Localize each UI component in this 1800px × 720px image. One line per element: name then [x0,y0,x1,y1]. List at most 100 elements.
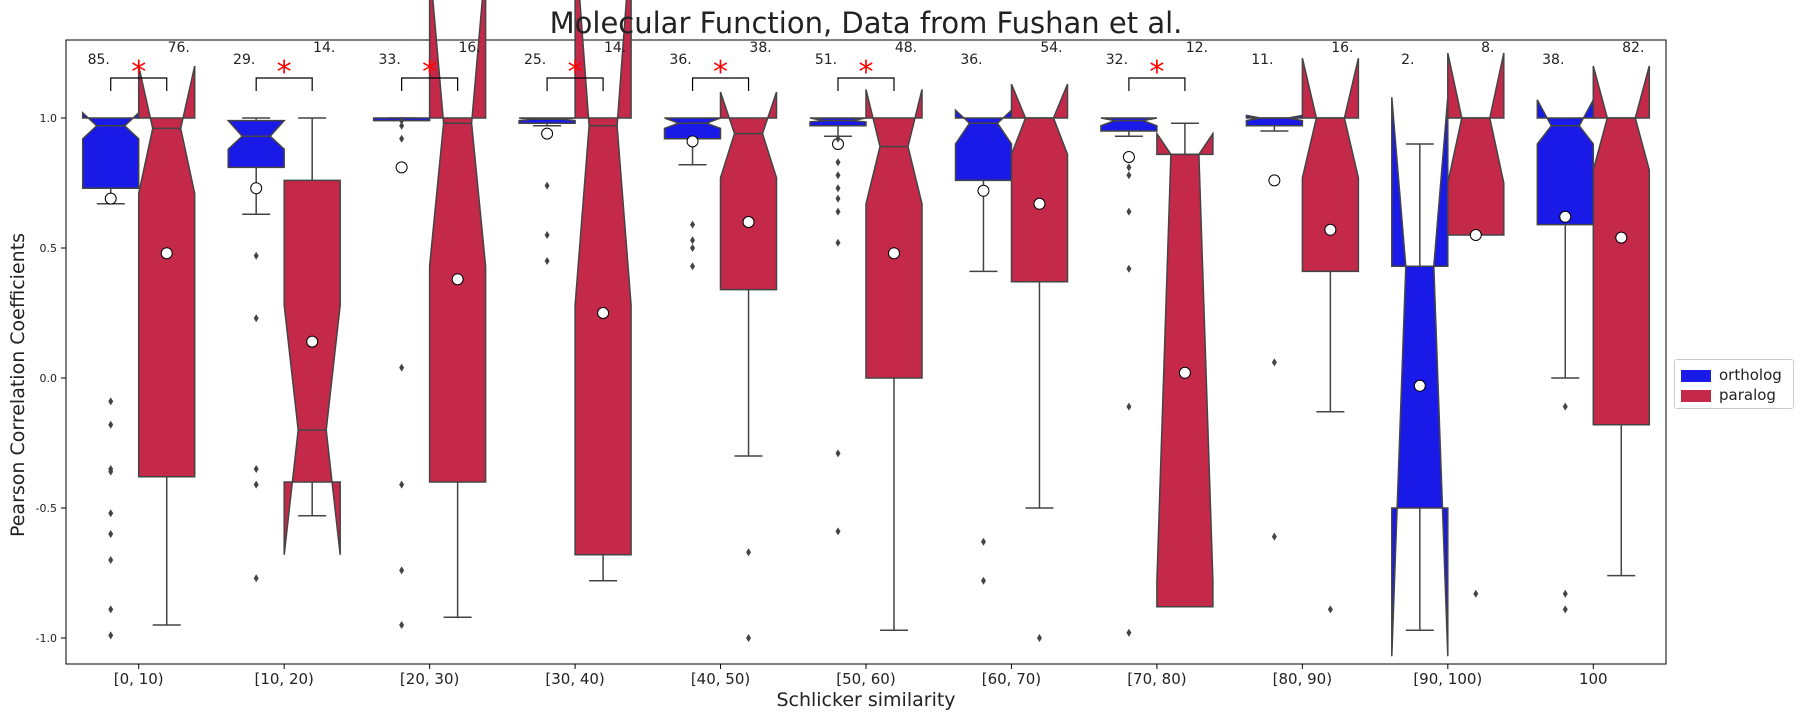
ortholog-outlier-point [253,465,259,473]
ortholog-outlier-point [1126,171,1132,180]
ortholog-outlier-point [399,363,405,372]
ortholog-outlier-point [399,621,405,629]
paralog-box [1592,65,1651,426]
significance-bracket [691,77,750,91]
significance-bracket [1128,77,1186,91]
x-tick-label: [0, 10) [114,670,164,688]
paralog-mean-marker [1033,197,1046,210]
paralog-mean-marker [742,216,755,228]
paralog-outlier-point [1473,589,1479,598]
ortholog-outlier-point [108,556,114,564]
ortholog-outlier-point [108,397,114,406]
ortholog-count-label: 36. [669,52,691,68]
ortholog-count-label: 36. [960,52,982,68]
paralog-count-label: 14. [604,40,626,56]
plot-area: 1.0 0.5 0.0 -0.5 -1.0 [0, 10) [10, 20) [20, 30)… [36,0,1667,688]
significance-star: * [131,55,146,90]
x-tick-label: [30, 40) [545,670,604,688]
paralog-count-label: 14. [313,40,335,56]
paralog-box [283,179,341,555]
ortholog-outlier-point [835,171,841,180]
paralog-outlier-point [1036,634,1042,642]
ortholog-outlier-point [399,566,405,575]
paralog-outlier-point [746,634,752,642]
paralog-box [719,91,778,291]
ortholog-outlier-point [690,262,696,271]
paralog-count-label: 54. [1040,40,1062,56]
ortholog-outlier-point [835,194,841,203]
x-tick-label: [60, 70) [982,670,1041,688]
ortholog-outlier-point [253,574,259,583]
ortholog-outlier-point [690,220,696,229]
paralog-count-label: 48. [895,40,917,56]
paralog-box [1010,83,1069,283]
paralog-count-label: 38. [749,40,771,56]
ortholog-outlier-point [108,420,114,429]
significance-bracket [255,77,313,91]
ortholog-box [954,108,1013,182]
ortholog-outlier-point [835,527,841,536]
ortholog-outlier-point [253,314,259,323]
ortholog-mean-marker [1268,174,1281,187]
paralog-box [428,0,487,483]
significance-star: * [422,55,437,90]
x-tick-label: [10, 20) [254,670,313,688]
significance-bracket [546,77,604,91]
significance-bracket [401,77,459,91]
x-tick-label: [80, 90) [1273,670,1332,688]
paralog-mean-marker [597,307,610,319]
y-tick-label: -1.0 [36,632,57,645]
ortholog-count-label: 11. [1251,52,1273,68]
ortholog-count-label: 38. [1542,52,1564,68]
ortholog-outlier-point [108,631,114,640]
y-axis-label: Pearson Correlation Coefficients [7,233,29,537]
ortholog-outlier-point [690,236,696,245]
significance-star: * [1149,55,1164,90]
paralog-mean-marker [1324,223,1337,236]
ortholog-outlier-point [835,207,841,216]
paralog-mean-marker [1469,229,1482,241]
ortholog-count-label: 29. [233,52,255,68]
ortholog-box [809,117,867,127]
ortholog-outlier-point [1562,605,1568,614]
paralog-mean-marker [160,247,173,260]
paralog-box [574,0,632,556]
ortholog-outlier-point [1562,402,1568,411]
ortholog-outlier-point [835,184,841,193]
legend-swatch-paralog [1681,389,1711,402]
paralog-mean-marker [1615,231,1628,244]
ortholog-outlier-point [690,244,696,252]
x-axis-label: Schlicker similarity [776,689,955,711]
ortholog-mean-marker [977,184,990,197]
ortholog-outlier-point [108,509,114,518]
ortholog-outlier-point [1562,589,1568,598]
ortholog-count-label: 85. [88,52,110,68]
legend-swatch-ortholog [1681,369,1711,382]
paralog-mean-marker [451,273,464,286]
ortholog-outlier-point [399,116,405,125]
ortholog-outlier-point [108,605,114,614]
ortholog-outlier-point [544,257,550,265]
ortholog-outlier-point [980,576,986,585]
ortholog-outlier-point [1126,628,1132,637]
y-tick-label: 1.0 [40,112,58,125]
legend-item-ortholog: ortholog [1681,365,1782,385]
x-tick-label: [70, 80) [1127,670,1186,688]
paralog-box [1447,52,1505,236]
paralog-count-label: 12. [1186,40,1208,56]
ortholog-mean-marker [104,192,117,205]
ortholog-count-label: 2. [1401,52,1414,68]
ortholog-mean-marker [250,182,263,195]
paralog-mean-marker [1178,366,1191,379]
ortholog-outlier-point [1126,402,1132,411]
ortholog-mean-marker [1559,210,1572,223]
significance-star: * [568,55,583,90]
paralog-mean-marker [888,247,900,260]
ortholog-box [226,119,286,169]
ortholog-box [81,111,140,189]
ortholog-outlier-point [835,449,841,458]
ortholog-outlier-point [108,530,114,538]
legend-label-paralog: paralog [1719,386,1776,404]
ortholog-outlier-point [544,231,550,239]
paralog-mean-marker [306,335,319,348]
